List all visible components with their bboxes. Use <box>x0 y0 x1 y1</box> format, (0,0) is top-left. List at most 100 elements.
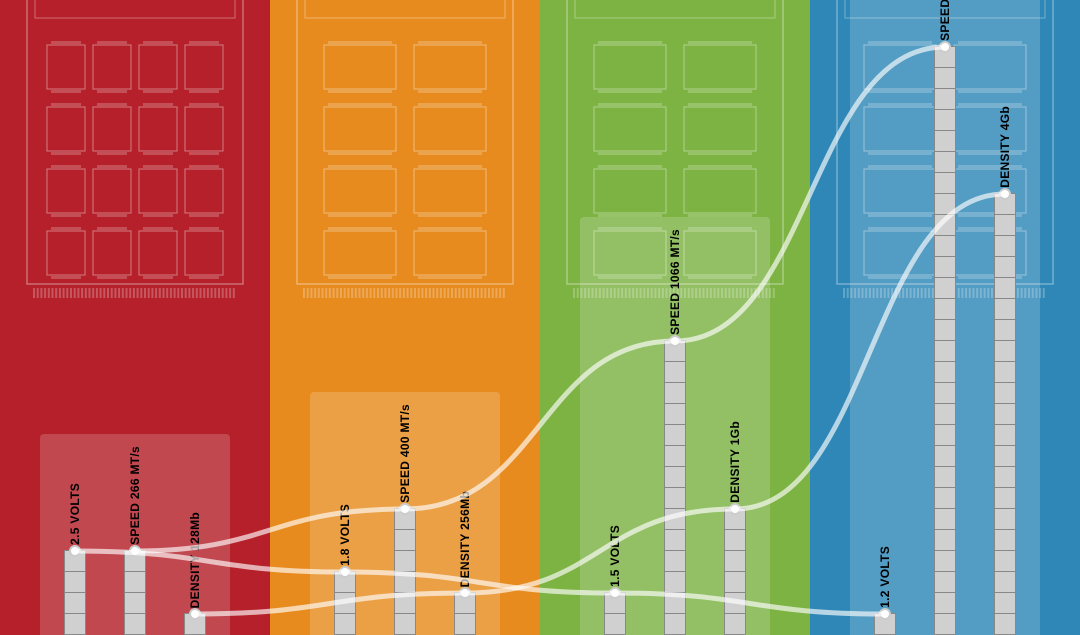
block <box>994 256 1016 278</box>
block <box>934 487 956 509</box>
block <box>394 571 416 593</box>
bar-group-volts: 2.5 VOLTS <box>64 483 86 635</box>
block <box>124 592 146 614</box>
data-point-dot <box>459 587 471 599</box>
block <box>934 256 956 278</box>
bar-label-density: DENSITY 4Gb <box>998 106 1012 188</box>
block <box>454 613 476 635</box>
block <box>124 571 146 593</box>
bar-group-density: DENSITY 1Gb <box>724 421 746 635</box>
bar-group-speed: SPEED 2133 MT/s <box>934 0 956 635</box>
block <box>994 214 1016 236</box>
bar-group-density: DENSITY 4Gb <box>994 106 1016 635</box>
block <box>934 445 956 467</box>
bar-label-density: DENSITY 256Mb <box>458 491 472 587</box>
block <box>934 67 956 89</box>
block <box>64 613 86 635</box>
bar-label-volts: 1.5 VOLTS <box>608 525 622 587</box>
ram-module-icon <box>25 0 245 305</box>
block <box>994 487 1016 509</box>
block <box>994 340 1016 362</box>
bars-container: 1.8 VOLTS SPEED 400 MT/s DENSITY 256Mb <box>310 392 500 635</box>
block <box>604 613 626 635</box>
block <box>934 151 956 173</box>
bar-label-density: DENSITY 128Mb <box>188 512 202 608</box>
block <box>664 424 686 446</box>
block <box>994 424 1016 446</box>
block <box>994 466 1016 488</box>
block <box>334 592 356 614</box>
block <box>934 424 956 446</box>
block <box>994 592 1016 614</box>
block <box>934 88 956 110</box>
panel-ddr3: 1.5 VOLTS SPEED 1066 MT/s DENSITY 1Gb <box>540 0 810 635</box>
bar-label-density: DENSITY 1Gb <box>728 421 742 503</box>
data-point-dot <box>879 608 891 620</box>
data-point-dot <box>189 608 201 620</box>
block <box>124 613 146 635</box>
bar-label-speed: SPEED 1066 MT/s <box>668 229 682 335</box>
block <box>724 529 746 551</box>
bar-density <box>184 614 206 635</box>
block <box>394 529 416 551</box>
block <box>724 613 746 635</box>
block <box>934 340 956 362</box>
bar-label-speed: SPEED 2133 MT/s <box>938 0 952 41</box>
data-point-dot <box>339 566 351 578</box>
bar-group-volts: 1.2 VOLTS <box>874 546 896 635</box>
block <box>934 193 956 215</box>
bar-volts <box>334 572 356 635</box>
block <box>994 571 1016 593</box>
block <box>934 508 956 530</box>
block <box>664 571 686 593</box>
block <box>934 571 956 593</box>
block <box>994 403 1016 425</box>
data-point-dot <box>609 587 621 599</box>
bar-group-speed: SPEED 400 MT/s <box>394 404 416 635</box>
bar-group-speed: SPEED 1066 MT/s <box>664 229 686 635</box>
block <box>934 109 956 131</box>
block <box>394 592 416 614</box>
block <box>664 592 686 614</box>
block <box>994 298 1016 320</box>
block <box>664 550 686 572</box>
block <box>994 277 1016 299</box>
bar-label-volts: 1.2 VOLTS <box>878 546 892 608</box>
block <box>64 571 86 593</box>
block <box>934 592 956 614</box>
data-point-dot <box>939 41 951 53</box>
block <box>994 550 1016 572</box>
block <box>334 613 356 635</box>
block <box>934 214 956 236</box>
bar-volts <box>874 614 896 635</box>
ram-module-icon <box>295 0 515 305</box>
panel-ddr4: 1.2 VOLTS SPEED 2133 MT/s DENSITY 4Gb <box>810 0 1080 635</box>
bar-speed <box>664 341 686 635</box>
block <box>994 235 1016 257</box>
block <box>934 613 956 635</box>
data-point-dot <box>669 335 681 347</box>
block <box>64 592 86 614</box>
bars-container: 2.5 VOLTSSPEED 266 MT/sDENSITY 128Mb <box>40 434 230 635</box>
block <box>994 361 1016 383</box>
block <box>934 403 956 425</box>
bar-speed <box>934 47 956 635</box>
bars-container: 1.5 VOLTS SPEED 1066 MT/s DENSITY 1Gb <box>580 217 770 635</box>
block <box>934 235 956 257</box>
bar-density <box>724 509 746 635</box>
block <box>934 466 956 488</box>
bar-density <box>454 593 476 635</box>
bar-group-density: DENSITY 128Mb <box>184 512 206 635</box>
block <box>994 508 1016 530</box>
bar-label-volts: 1.8 VOLTS <box>338 504 352 566</box>
block <box>934 529 956 551</box>
block <box>724 592 746 614</box>
block <box>934 298 956 320</box>
block <box>994 382 1016 404</box>
data-point-dot <box>399 503 411 515</box>
block <box>934 361 956 383</box>
block <box>394 550 416 572</box>
block <box>934 172 956 194</box>
data-point-dot <box>999 188 1011 200</box>
bar-group-density: DENSITY 256Mb <box>454 491 476 635</box>
